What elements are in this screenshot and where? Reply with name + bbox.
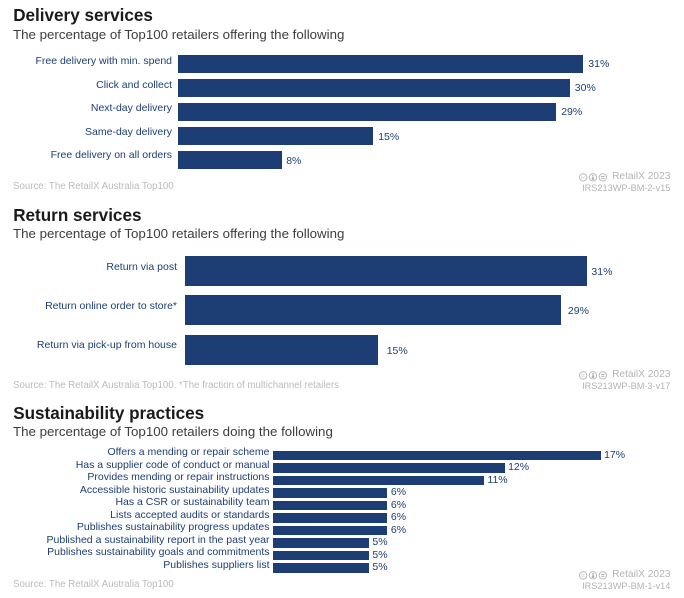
svg-text:cc: cc xyxy=(581,573,586,578)
svg-text:cc: cc xyxy=(581,175,586,180)
svg-text:cc: cc xyxy=(581,373,586,378)
